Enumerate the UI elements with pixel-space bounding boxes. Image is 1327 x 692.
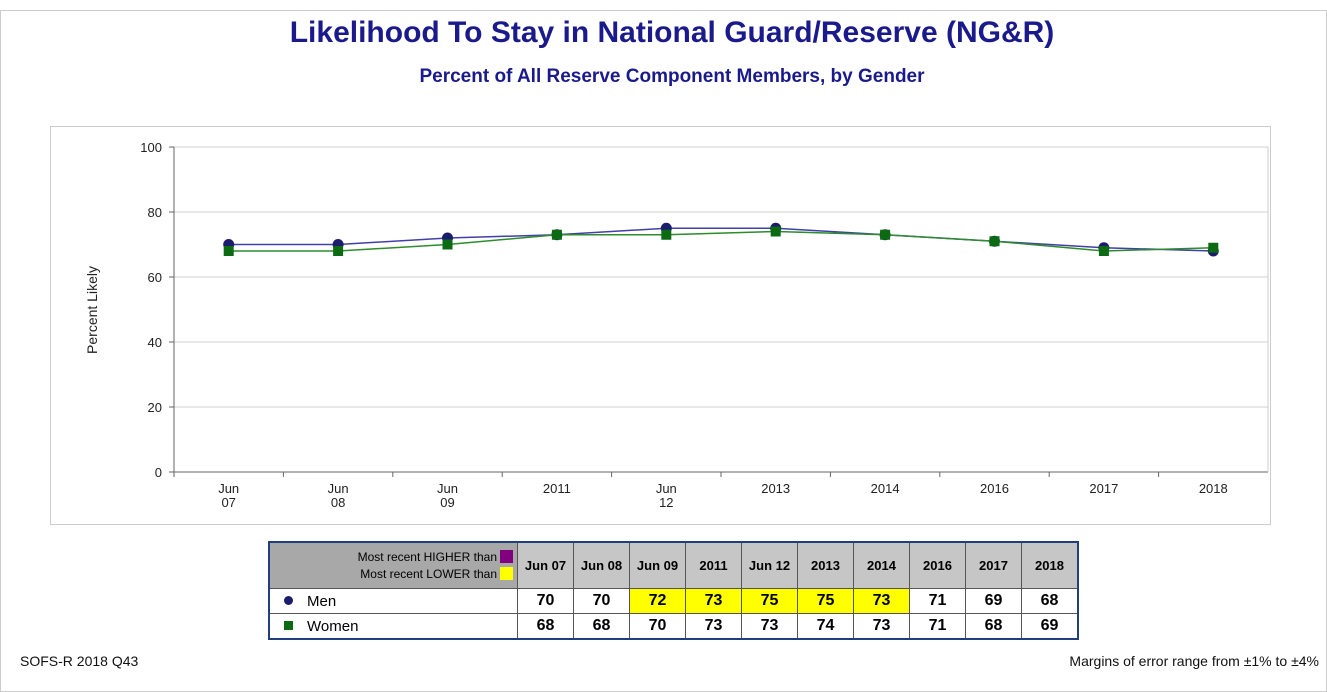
table-value: 72: [629, 588, 686, 614]
table-value: 75: [741, 588, 798, 614]
column-header: 2013: [797, 541, 854, 589]
legend-text: Most recent LOWER than: [360, 566, 497, 581]
legend-swatch: [500, 566, 513, 580]
series-line: [228, 227, 1214, 252]
y-tick-label: 40: [148, 335, 162, 350]
table-value: 70: [517, 588, 574, 614]
table-value: 71: [909, 613, 966, 640]
series-row: Men 70 70 72 73 75 75 73 71 69 68: [268, 588, 1079, 614]
series-row: Women 68 68 70 73 73 74 73 71 68 69: [268, 613, 1079, 640]
table-legend: Most recent HIGHER than Most recent LOWER…: [268, 541, 518, 589]
x-tick-label: 2018: [1198, 481, 1228, 496]
table-value: 68: [1021, 588, 1079, 614]
x-tick-label: 2017: [1089, 481, 1119, 496]
y-tick-label: 80: [148, 205, 162, 220]
table-value: 70: [629, 613, 686, 640]
legend-text: Most recent HIGHER than: [357, 549, 497, 564]
series-name: Women: [268, 613, 518, 640]
column-header: 2017: [965, 541, 1022, 589]
table-value: 73: [853, 613, 910, 640]
x-tick-label: Jun 07: [218, 481, 240, 510]
marker: [442, 239, 453, 250]
y-tick-label: 100: [140, 140, 162, 155]
note: Margins of error range from ±1% to ±4%: [1069, 653, 1319, 669]
legend-swatch: [500, 549, 513, 563]
x-tick-label: 2014: [870, 481, 900, 496]
table-value: 69: [1021, 613, 1079, 640]
chart-subtitle: Percent of All Reserve Component Members…: [419, 66, 925, 87]
column-header: 2016: [909, 541, 966, 589]
y-tick-label: 0: [155, 465, 162, 480]
marker: [551, 229, 562, 240]
table-value: 70: [573, 588, 630, 614]
marker: [1098, 246, 1109, 256]
table-value: 73: [741, 613, 798, 640]
y-tick-label: 20: [148, 400, 162, 415]
x-tick-label: 2013: [761, 481, 791, 496]
x-tick-label: 2016: [980, 481, 1009, 496]
legend-marker: [284, 595, 293, 605]
table-value: 75: [797, 588, 854, 614]
x-tick-label: Jun 09: [437, 481, 458, 510]
column-header: Jun 12: [741, 541, 798, 589]
legend-row: Most recent LOWER than: [270, 566, 513, 583]
legend-label: Women: [307, 617, 359, 635]
column-header: 2011: [685, 541, 742, 589]
legend-row: Most recent HIGHER than: [270, 549, 513, 566]
x-tick-label: Jun 08: [327, 481, 349, 510]
legend-marker: [284, 620, 293, 630]
marker: [880, 229, 891, 240]
table-value: 73: [685, 613, 742, 640]
table-value: 73: [853, 588, 910, 614]
column-header: Jun 07: [517, 541, 574, 589]
column-header: Jun 09: [629, 541, 686, 589]
column-header: 2014: [853, 541, 910, 589]
marker: [770, 226, 781, 237]
column-header: 2018: [1021, 541, 1079, 589]
marker: [1208, 242, 1219, 253]
x-tick-label: Jun 12: [655, 481, 677, 510]
column-header: Jun 08: [573, 541, 630, 589]
y-tick-label: 60: [148, 270, 162, 285]
plot-panel: [50, 126, 1271, 525]
marker: [333, 246, 344, 256]
table-value: 69: [965, 588, 1022, 614]
marker: [989, 236, 1000, 247]
legend-label: Men: [307, 592, 337, 610]
table-value: 71: [909, 588, 966, 614]
table-value: 68: [965, 613, 1022, 640]
marker: [661, 229, 672, 240]
table-value: 74: [797, 613, 854, 640]
chart-title: Likelihood To Stay in National Guard/Res…: [290, 16, 1055, 49]
series-line: [228, 230, 1214, 252]
table-value: 68: [517, 613, 574, 640]
header-row: Most recent HIGHER than Most recent LOWER…: [268, 541, 1079, 589]
marker: [223, 246, 234, 256]
series-name: Men: [268, 588, 518, 614]
data-table: Most recent HIGHER than Most recent LOWER…: [268, 541, 1079, 640]
source: SOFS-R 2018 Q43: [20, 653, 139, 669]
x-tick-label: 2011: [542, 481, 571, 496]
y-axis-label: Percent Likely: [84, 266, 100, 354]
table-value: 73: [685, 588, 742, 614]
table-value: 68: [573, 613, 630, 640]
